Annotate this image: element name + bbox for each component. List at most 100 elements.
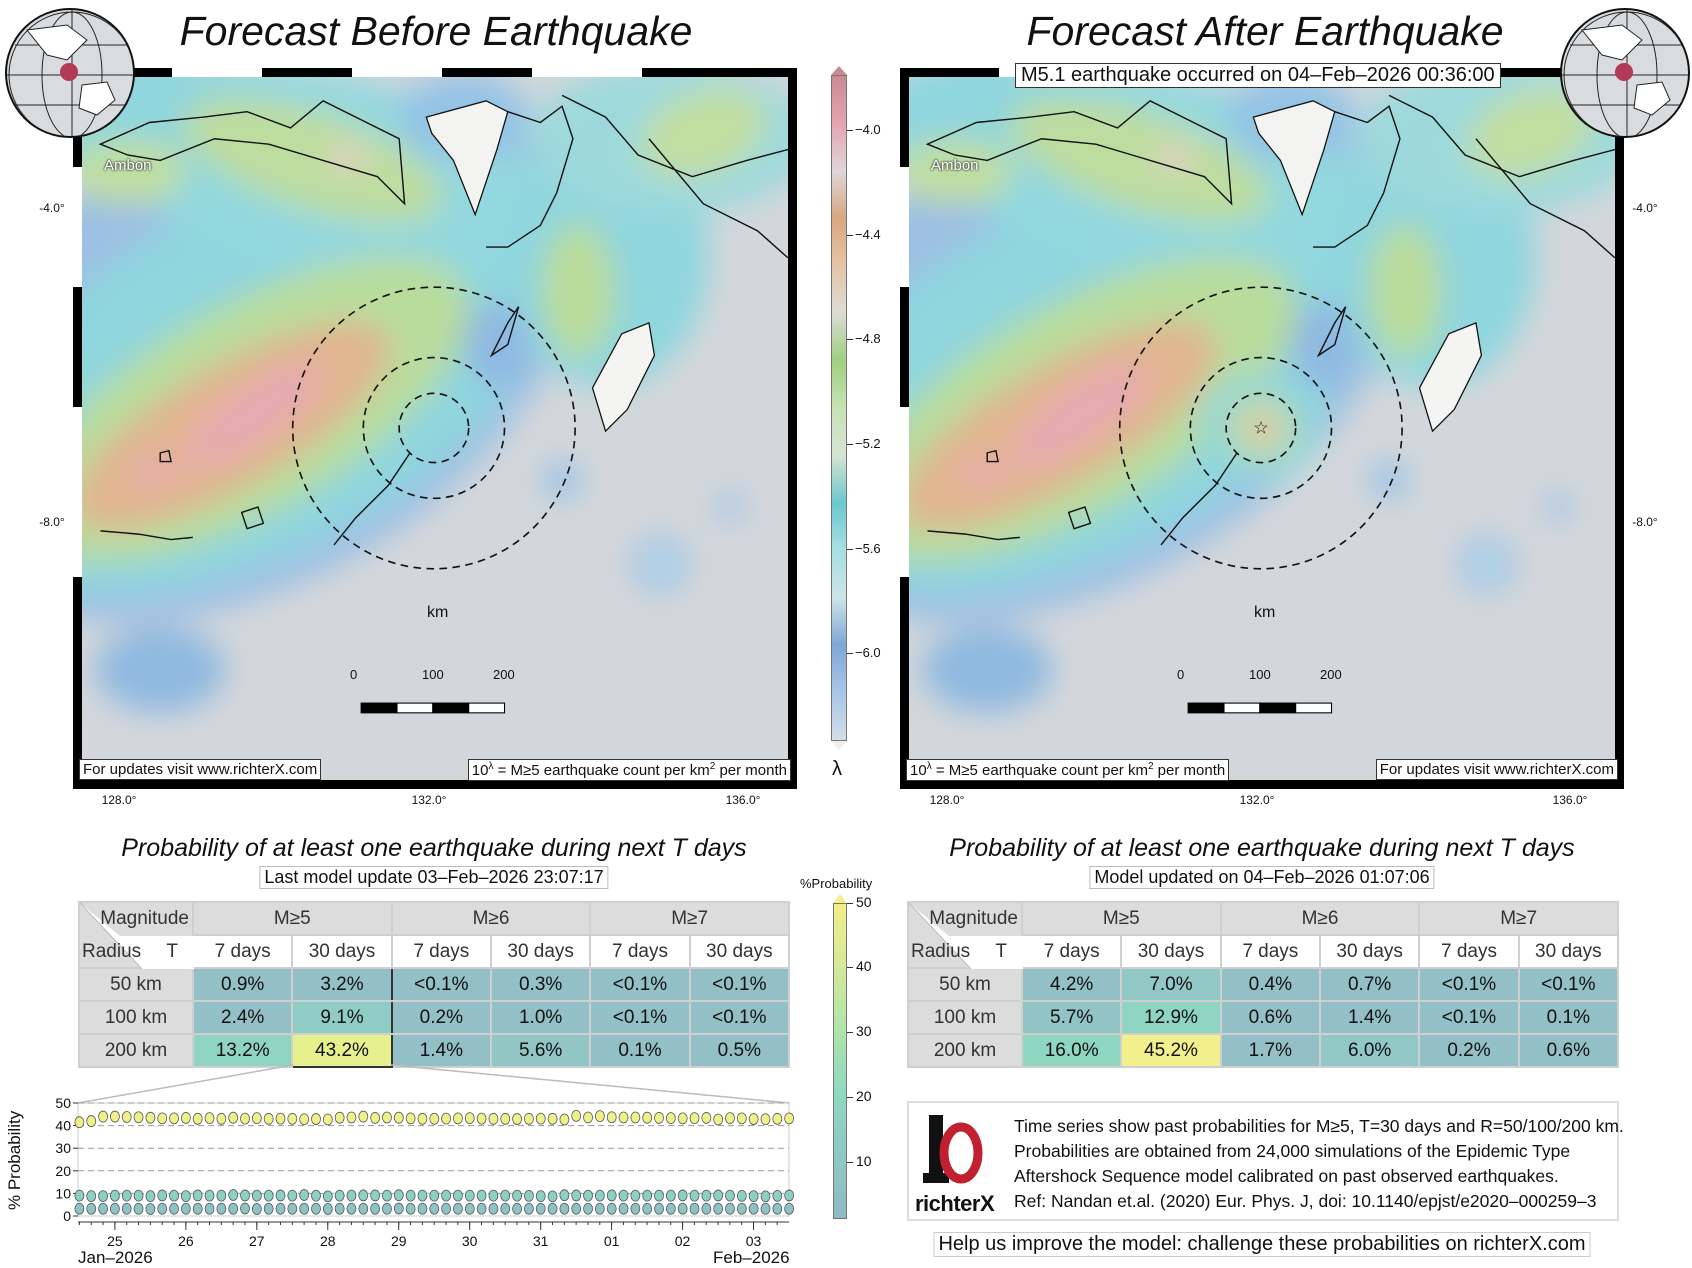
rate-blob [1467, 88, 1594, 178]
probability-cell[interactable]: <0.1% [589, 1000, 691, 1035]
colorbar-max-arrow [833, 894, 847, 903]
probability-cell[interactable]: 0.4% [1219, 967, 1321, 1002]
y-axis-label: % Probability [5, 1110, 24, 1210]
right-probability-table: Magnitude Radius T M≥5 M≥6 M≥7 7 days 30 days 7 … [907, 901, 1620, 1068]
data-point [370, 1202, 381, 1215]
data-point [299, 1202, 310, 1215]
x-end-label: Feb–2026 [713, 1248, 790, 1267]
probability-cell[interactable]: 0.5% [688, 1033, 791, 1068]
probability-cell[interactable]: 16.0% [1020, 1033, 1123, 1068]
data-point [512, 1189, 522, 1202]
data-point [583, 1202, 593, 1215]
probability-cell[interactable]: 3.2% [291, 967, 393, 1002]
coastline [561, 94, 788, 178]
probability-cell[interactable]: 4.2% [1020, 967, 1123, 1002]
event-banner: M5.1 earthquake occurred on 04–Feb–2026 … [1015, 63, 1501, 88]
frame-tick-segment [797, 167, 806, 287]
probability-cell[interactable]: 6.0% [1318, 1033, 1421, 1068]
info-line: Probabilities are obtained from 24,000 s… [1014, 1141, 1571, 1161]
richterx-logo [923, 1113, 983, 1193]
data-point [370, 1189, 381, 1202]
x-tick-label: 03 [746, 1233, 762, 1249]
data-point [133, 1111, 144, 1124]
probability-cell[interactable]: 1.4% [1318, 1000, 1421, 1035]
data-point [287, 1112, 298, 1125]
help-link[interactable]: Help us improve the model: challenge the… [933, 1232, 1591, 1257]
coastline [1316, 306, 1347, 358]
units-caption: 10λ = M≥5 earthquake count per km2 per m… [467, 759, 791, 781]
probability-cell[interactable]: 0.7% [1318, 967, 1421, 1002]
lat-tick: -8.0° [1632, 515, 1658, 529]
units-exp: λ [926, 761, 932, 772]
probability-cell[interactable]: 2.4% [191, 1000, 294, 1035]
data-point [571, 1202, 582, 1215]
probability-cell[interactable]: 1.4% [390, 1033, 492, 1068]
info-box: richterX Time series show past probabili… [907, 1101, 1624, 1221]
coastline [986, 449, 999, 463]
probability-cell[interactable]: 1.0% [489, 1000, 592, 1035]
zoom-connector [77, 1064, 294, 1104]
colorbar-tick [847, 1097, 853, 1098]
probability-cell[interactable]: <0.1% [589, 967, 691, 1002]
lat-tick: -4.0° [39, 201, 65, 215]
probability-cell[interactable]: 13.2% [191, 1033, 294, 1068]
probability-cell[interactable]: 1.7% [1219, 1033, 1321, 1068]
probability-cell[interactable]: 0.6% [1219, 1000, 1321, 1035]
globe-icon [7, 10, 133, 136]
data-point [346, 1202, 357, 1215]
radius-label: 100 km [907, 1000, 1023, 1035]
table-corner-header: Magnitude Radius T [907, 901, 1023, 969]
probability-cell[interactable]: 0.2% [1418, 1033, 1520, 1068]
data-point [346, 1111, 357, 1124]
data-point [583, 1189, 593, 1202]
data-point [169, 1202, 179, 1215]
left-table-subtitle: Last model update 03–Feb–2026 23:07:17 [259, 866, 609, 889]
probability-cell[interactable]: 0.2% [390, 1000, 492, 1035]
data-point [405, 1189, 416, 1202]
epicenter-star-icon[interactable]: ☆ [1253, 417, 1269, 437]
lon-tick: 128.0° [929, 793, 965, 807]
left-forecast-map[interactable]: km 0 100 200 Ambon For updates visit www.rich… [73, 68, 806, 798]
right-forecast-map[interactable]: ☆ km 0 100 200 Ambon For updates visit www.ric… [900, 68, 1633, 798]
probability-cell[interactable]: 5.6% [489, 1033, 592, 1068]
probability-cell[interactable]: <0.1% [390, 967, 492, 1002]
scale-tick: 0 [350, 667, 358, 682]
updates-caption[interactable]: For updates visit www.richterX.com [79, 759, 322, 780]
y-tick-label: 0 [63, 1208, 71, 1224]
probability-cell[interactable]: <0.1% [688, 1000, 791, 1035]
data-point [263, 1189, 274, 1202]
probability-cell[interactable]: 45.2% [1120, 1033, 1222, 1068]
data-point [393, 1111, 404, 1124]
period-header: 7 days [1219, 934, 1321, 969]
data-point [240, 1202, 250, 1215]
probability-cell[interactable]: 0.9% [191, 967, 294, 1002]
data-point [453, 1202, 463, 1215]
y-tick-label: 20 [55, 1163, 71, 1179]
probability-cell[interactable]: <0.1% [1517, 967, 1620, 1002]
colorbar-tick-label: −5.6 [855, 541, 881, 556]
frame-tick-segment [532, 68, 642, 77]
probability-cell[interactable]: 0.6% [1517, 1033, 1620, 1068]
updates-caption[interactable]: For updates visit www.richterX.com [1375, 759, 1618, 780]
left-probability-table: Magnitude Radius T M≥5 M≥6 M≥7 7 days 30 days 7 … [78, 901, 791, 1068]
data-point [216, 1112, 227, 1125]
probability-cell[interactable]: <0.1% [1418, 1000, 1520, 1035]
probability-cell[interactable]: 9.1% [291, 1000, 393, 1035]
probability-cell[interactable]: 0.3% [489, 967, 592, 1002]
data-point [665, 1189, 676, 1202]
data-point [524, 1112, 534, 1125]
coastline [1388, 94, 1615, 178]
data-point [405, 1202, 416, 1215]
probability-cell[interactable]: <0.1% [688, 967, 791, 1002]
table-row: 100 km 5.7% 12.9% 0.6% 1.4% <0.1% 0.1% [907, 1000, 1620, 1035]
data-point [594, 1110, 605, 1123]
probability-cell[interactable]: 5.7% [1020, 1000, 1123, 1035]
probability-cell[interactable]: 0.1% [1517, 1000, 1620, 1035]
probability-cell[interactable]: 7.0% [1120, 967, 1222, 1002]
coastline [100, 530, 193, 541]
probability-cell[interactable]: 12.9% [1120, 1000, 1222, 1035]
probability-cell[interactable]: 43.2% [291, 1033, 393, 1068]
probability-cell[interactable]: <0.1% [1418, 967, 1520, 1002]
probability-cell[interactable]: 0.1% [589, 1033, 691, 1068]
lon-tick: 128.0° [101, 793, 137, 807]
